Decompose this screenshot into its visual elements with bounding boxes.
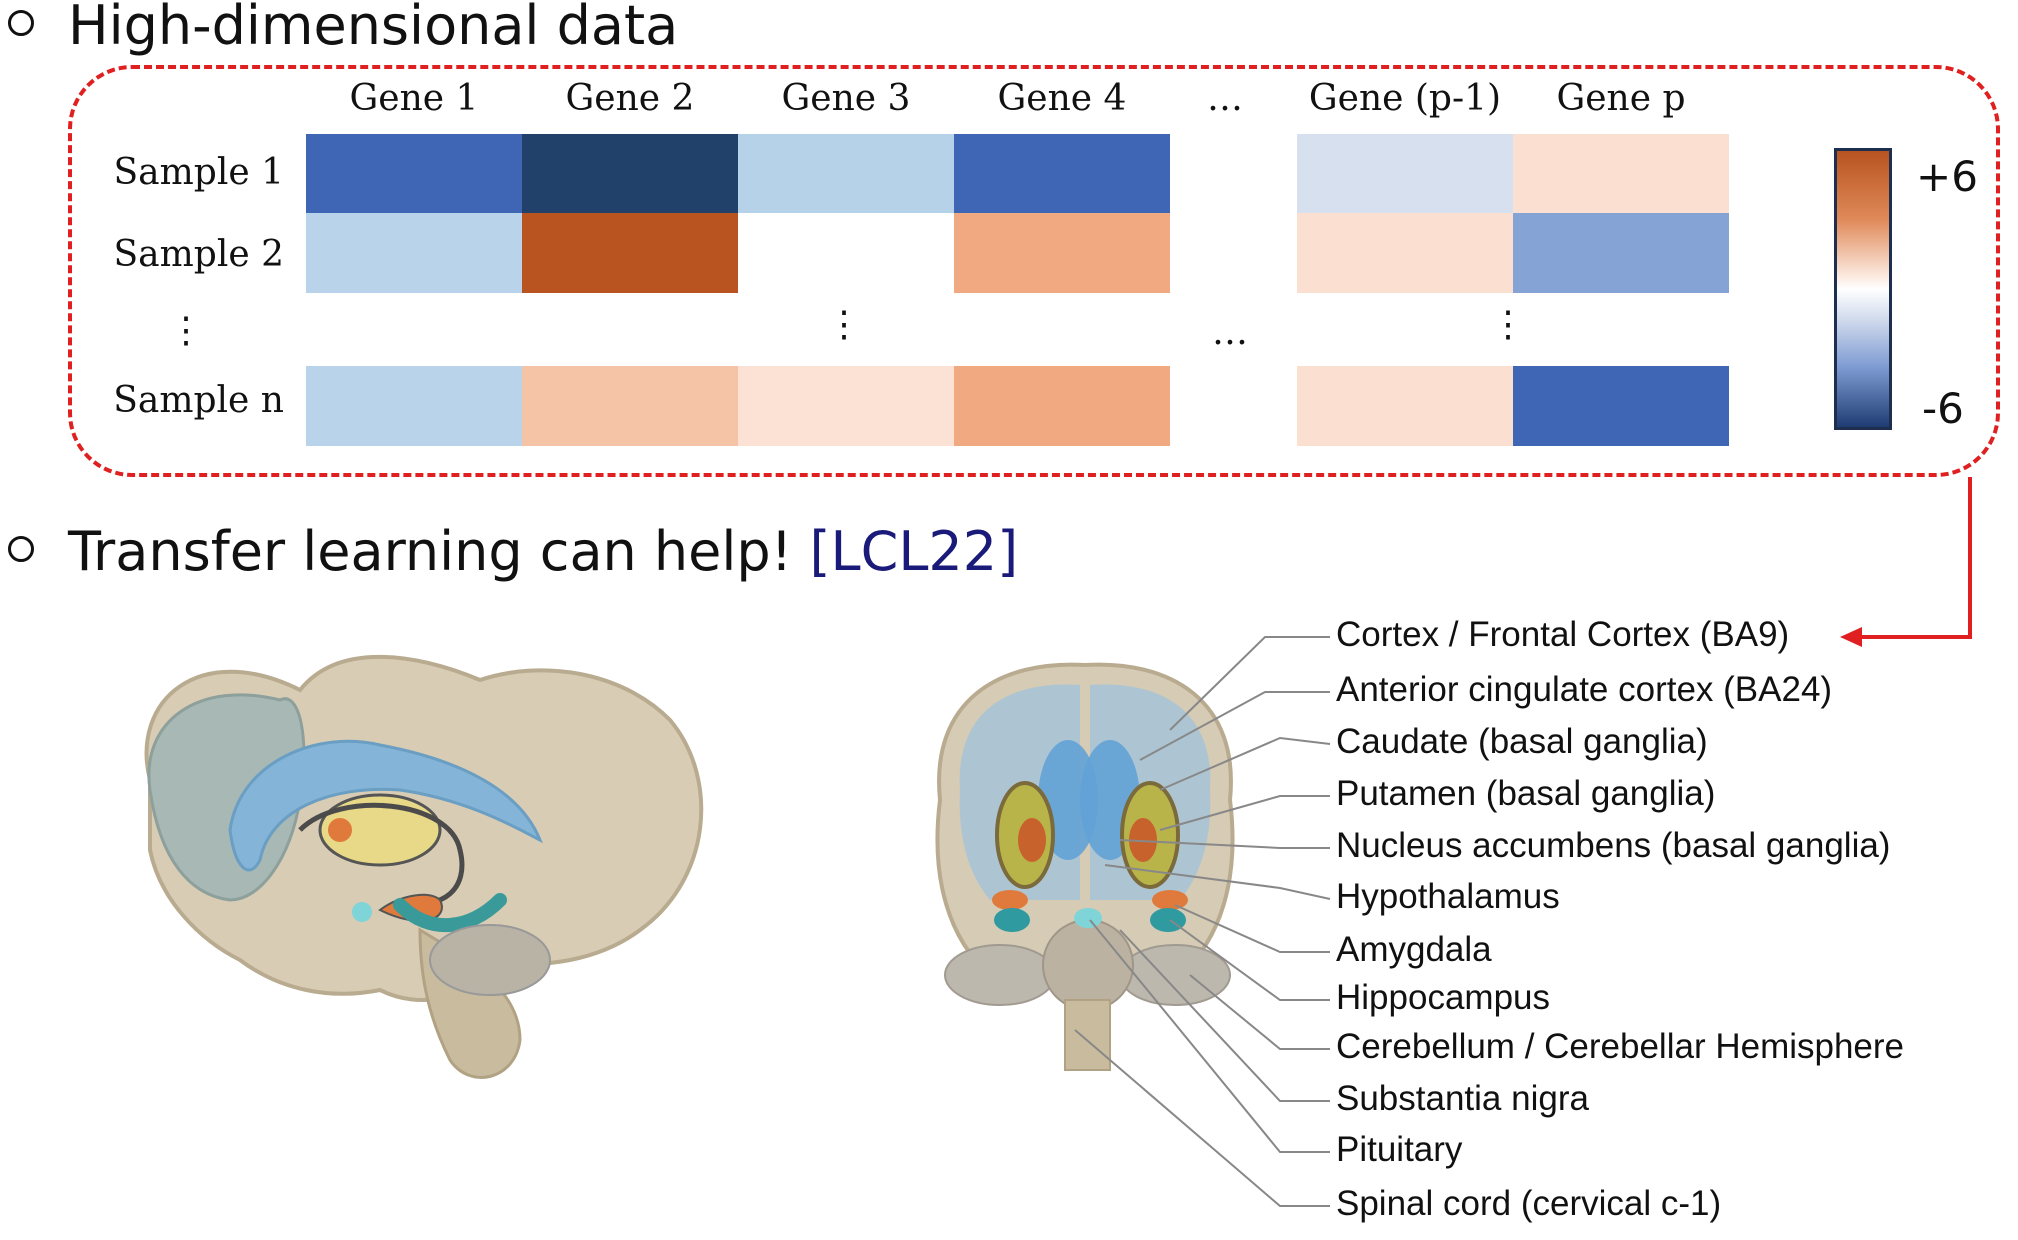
heatmap-cell-sample_2-col2: [522, 213, 738, 293]
column-header-ellipsis: …: [1207, 78, 1243, 119]
colorbar-max-label: +6: [1916, 152, 1978, 201]
bullet-circle-icon: [8, 536, 34, 563]
heatmap-cell-sample_2-col5: [1297, 213, 1513, 293]
row-header-ellipsis: ⋮: [168, 310, 204, 351]
leader-lines: [1074, 636, 1331, 1207]
heatmap-cell-sample_1-col1: [306, 134, 522, 214]
connector-arrow: [1840, 477, 1972, 647]
heatmap-cell-sample_n-col1: [306, 366, 522, 446]
region-label-nucleus-accumbens: Nucleus accumbens (basal ganglia): [1336, 826, 1891, 865]
heatmap-cell-sample_2-col1: [306, 213, 522, 293]
colorbar: [1834, 148, 1892, 430]
heatmap-cell-sample_1-col2: [522, 134, 738, 214]
ellipsis-vertical-middle: ⋮: [826, 304, 862, 345]
column-header-gene-1: Gene 1: [349, 78, 479, 119]
heatmap-cell-sample_n-col6: [1513, 366, 1729, 446]
column-header-gene-p: Gene p: [1556, 78, 1686, 119]
region-label-cerebellum: Cerebellum / Cerebellar Hemisphere: [1336, 1027, 1905, 1066]
column-header-gene-2: Gene 2: [565, 78, 695, 119]
region-label-pituitary: Pituitary: [1336, 1130, 1463, 1169]
heading-high-dimensional: High-dimensional data: [68, 0, 679, 57]
heatmap-cell-sample_1-col3: [738, 134, 954, 214]
region-label-putamen: Putamen (basal ganglia): [1336, 774, 1716, 813]
heatmap-cell-sample_n-col4: [954, 366, 1170, 446]
region-label-hypothalamus: Hypothalamus: [1336, 877, 1560, 916]
column-header-gene-p-1: Gene (p-1): [1308, 78, 1502, 119]
region-label-amygdala: Amygdala: [1336, 930, 1492, 969]
sagittal-brain-image: [144, 654, 704, 1079]
ellipsis-horizontal-middle: …: [1212, 312, 1248, 353]
bullet-circle-icon: [8, 10, 34, 37]
citation-link[interactable]: [LCL22]: [809, 520, 1019, 583]
ellipsis-vertical-right: ⋮: [1490, 304, 1526, 345]
heatmap-frame: [68, 65, 2000, 477]
heatmap-cell-sample_n-col3: [738, 366, 954, 446]
bullet-transfer-learning: Transfer learning can help! [LCL22]: [8, 520, 1018, 583]
region-label-cortex: Cortex / Frontal Cortex (BA9): [1336, 615, 1790, 654]
row-header-sample-1: Sample 1: [113, 152, 284, 193]
heatmap-cell-sample_2-col3: [738, 213, 954, 293]
region-label-substantia-nigra: Substantia nigra: [1336, 1079, 1589, 1118]
heatmap-cell-sample_n-col5: [1297, 366, 1513, 446]
heatmap-cell-sample_1-col5: [1297, 134, 1513, 214]
row-header-sample-2: Sample 2: [113, 234, 284, 275]
row-header-sample-n: Sample n: [113, 380, 284, 421]
region-label-caudate: Caudate (basal ganglia): [1336, 722, 1708, 761]
region-label-spinal-cord: Spinal cord (cervical c-1): [1336, 1184, 1722, 1223]
heatmap-cell-sample_1-col4: [954, 134, 1170, 214]
heatmap-cell-sample_1-col6: [1513, 134, 1729, 214]
heatmap-cell-sample_n-col2: [522, 366, 738, 446]
region-label-hippocampus: Hippocampus: [1336, 978, 1550, 1017]
colorbar-min-label: -6: [1922, 384, 1964, 433]
region-label-anterior-cingulate: Anterior cingulate cortex (BA24): [1336, 670, 1833, 709]
column-header-gene-3: Gene 3: [781, 78, 911, 119]
column-header-gene-4: Gene 4: [997, 78, 1127, 119]
heading-transfer-learning: Transfer learning can help!: [68, 520, 810, 583]
heatmap-cell-sample_2-col4: [954, 213, 1170, 293]
heatmap-cell-sample_2-col6: [1513, 213, 1729, 293]
coronal-brain-image: [935, 662, 1235, 1071]
bullet-high-dimensional: High-dimensional data: [8, 0, 678, 57]
